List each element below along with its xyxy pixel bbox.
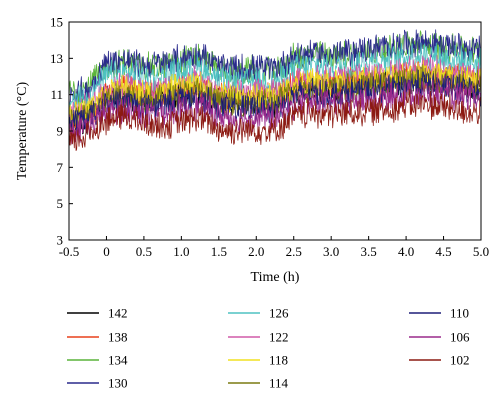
- y-axis-title: Temperature (°C): [15, 82, 30, 181]
- plot-frame: [68, 21, 482, 241]
- y-tick-label: 3: [57, 233, 64, 248]
- x-tick-label: 0: [103, 244, 110, 259]
- x-tick-label: 4.5: [435, 244, 451, 259]
- series-line-110: [69, 69, 481, 137]
- x-tick-label: 2.5: [286, 244, 302, 259]
- y-tick-label: 5: [57, 196, 64, 211]
- x-tick-label: 0.5: [136, 244, 152, 259]
- x-axis-title: Time (h): [251, 270, 300, 285]
- x-tick-label: 3.0: [323, 244, 339, 259]
- legend-label-122: 122: [269, 330, 289, 345]
- y-tick-label: 7: [57, 160, 64, 175]
- y-axis: 3 5 7 9 11 13 15: [50, 15, 73, 248]
- legend-label-134: 134: [108, 353, 128, 368]
- x-tick-label: 5.0: [473, 244, 489, 259]
- legend: 142 138 134 130 126 122 118 114 110 106 102: [67, 306, 470, 391]
- legend-label-142: 142: [108, 306, 128, 321]
- legend-label-126: 126: [269, 306, 289, 321]
- x-tick-label: 1.0: [173, 244, 189, 259]
- y-tick-label: 15: [50, 15, 63, 30]
- x-tick-label: 4.0: [398, 244, 414, 259]
- x-tick-label: 2.0: [248, 244, 264, 259]
- x-tick-label: 3.5: [361, 244, 377, 259]
- y-tick-label: 9: [57, 124, 64, 139]
- series-line-102: [69, 88, 481, 151]
- y-tick-label: 11: [50, 87, 63, 102]
- legend-label-130: 130: [108, 376, 128, 391]
- legend-label-106: 106: [450, 330, 470, 345]
- legend-label-102: 102: [450, 353, 470, 368]
- x-axis: -0.5 0 0.5 1.0 1.5 2.0 2.5 3.0 3.5 4.0 4.5 5.0: [59, 236, 489, 259]
- x-tick-label: 1.5: [211, 244, 227, 259]
- legend-label-138: 138: [108, 330, 128, 345]
- legend-label-118: 118: [269, 353, 288, 368]
- x-tick-label: -0.5: [59, 244, 80, 259]
- series-layer: [69, 29, 481, 151]
- series-line-126: [69, 42, 481, 112]
- legend-label-110: 110: [450, 306, 469, 321]
- legend-label-114: 114: [269, 376, 289, 391]
- y-tick-label: 13: [50, 51, 63, 66]
